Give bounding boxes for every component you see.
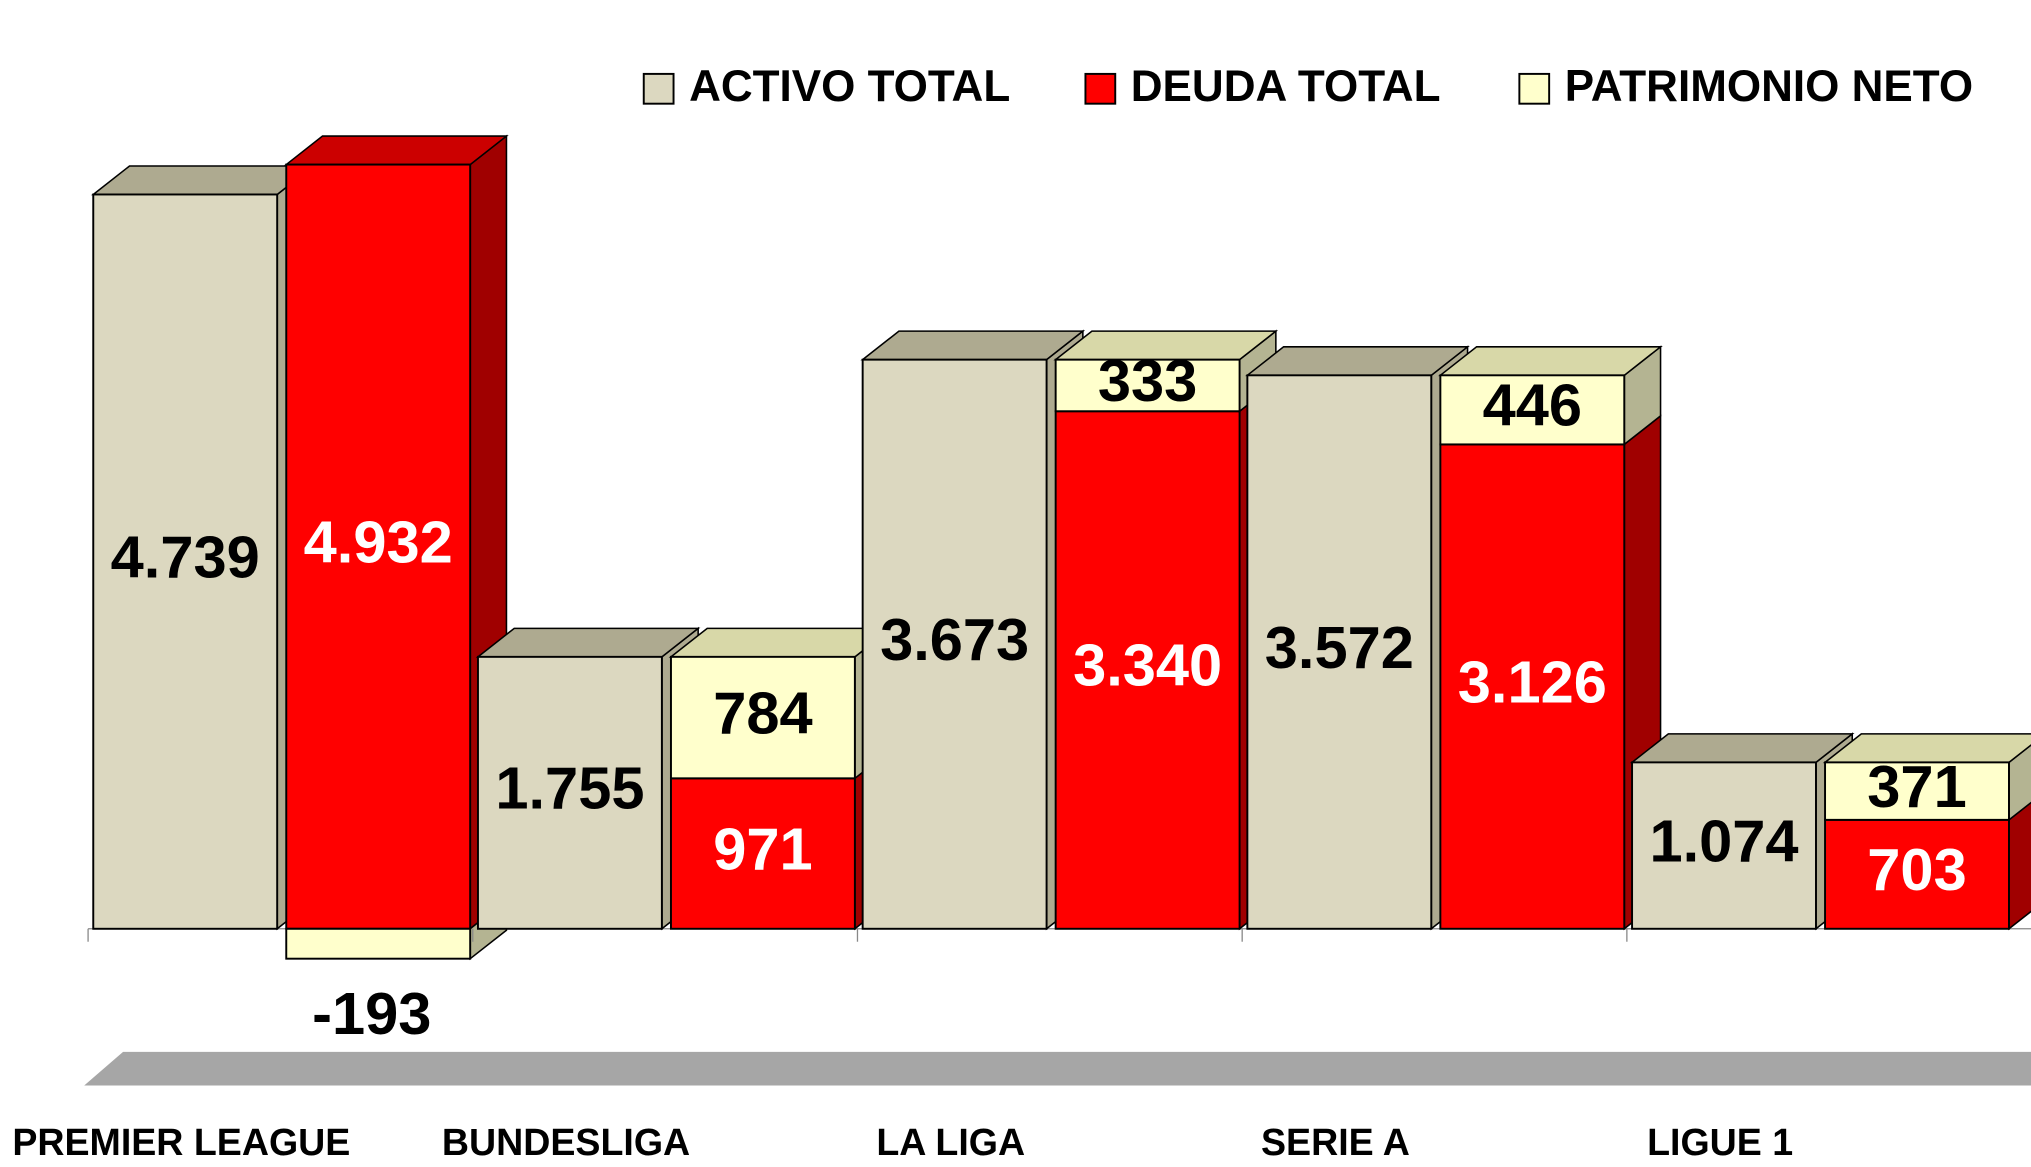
activo-bar-top <box>91 165 316 196</box>
legend-label: ACTIVO TOTAL <box>689 62 1010 111</box>
patrimonio-bar <box>1824 761 2010 821</box>
activo-bar-top <box>1245 346 1470 377</box>
data-label: 1.755 <box>495 755 644 822</box>
data-label: 371 <box>1867 753 1966 820</box>
x-tick-label: LIGUE 1 <box>1647 1121 1793 1162</box>
legend-swatch <box>1084 72 1117 105</box>
patrimonio-bar <box>1054 358 1241 413</box>
legend-label: PATRIMONIO NETO <box>1565 62 1973 111</box>
deuda-bar <box>1439 443 1626 930</box>
patrimonio-bar <box>1439 374 1626 446</box>
data-label: 3.673 <box>880 606 1029 673</box>
data-label: 703 <box>1867 836 1966 903</box>
data-label: -193 <box>312 980 431 1047</box>
activo-bar <box>1631 761 1817 930</box>
deuda-bar <box>1054 410 1241 930</box>
x-tick-label: LA LIGA <box>876 1121 1025 1162</box>
floor <box>84 1051 2031 1086</box>
data-label: 4.932 <box>304 508 453 575</box>
deuda-bar <box>285 163 472 930</box>
x-tick-label: PREMIER LEAGUE <box>12 1121 350 1162</box>
activo-bar <box>861 358 1048 930</box>
legend-swatch <box>1518 72 1551 105</box>
deuda-bar <box>669 777 856 930</box>
data-label: 4.739 <box>111 523 260 590</box>
x-tick-label: BUNDESLIGA <box>442 1121 690 1162</box>
patrimonio-bar-top <box>668 627 894 658</box>
deuda-bar-top <box>284 135 509 166</box>
legend-label: DEUDA TOTAL <box>1131 62 1441 111</box>
data-label: 333 <box>1098 347 1197 414</box>
activo-bar-top <box>1629 733 1855 764</box>
x-tick-label: SERIE A <box>1261 1121 1410 1162</box>
data-label: 784 <box>713 679 812 746</box>
activo-bar-top <box>475 627 701 658</box>
data-label: 446 <box>1483 372 1582 439</box>
data-label: 3.126 <box>1458 648 1607 715</box>
data-label: 3.572 <box>1265 614 1414 681</box>
activo-bar <box>1246 374 1433 930</box>
legend-swatch <box>642 72 675 105</box>
data-label: 3.340 <box>1073 632 1222 699</box>
patrimonio-bar <box>285 927 472 960</box>
data-label: 971 <box>713 815 812 882</box>
activo-bar <box>92 193 279 930</box>
patrimonio-bar <box>669 655 856 780</box>
activo-bar-top <box>860 330 1086 361</box>
deuda-bar <box>1824 818 2010 930</box>
activo-bar <box>476 655 663 930</box>
data-label: 1.074 <box>1649 807 1798 874</box>
